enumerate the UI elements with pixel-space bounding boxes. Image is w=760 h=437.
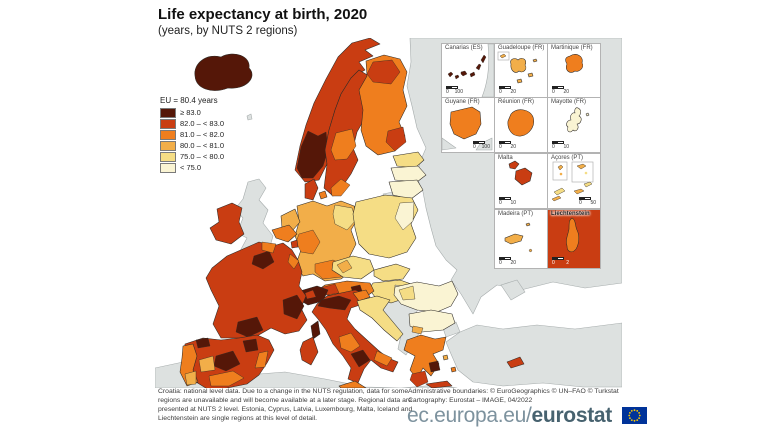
inset-scalebar: 0 20 (552, 86, 569, 95)
inset-malta: Malta 0 10 (494, 153, 548, 209)
inset-label: Martinique (FR) (551, 45, 593, 51)
eu-flag-icon (621, 407, 647, 424)
region-cyprus (506, 356, 525, 369)
inset-guyane: Guyane (FR) 0 100 (441, 97, 495, 153)
inset-map-reunion (507, 109, 534, 137)
legend-label: 80.0 – < 81.0 (180, 141, 224, 150)
inset-map-madeira (504, 222, 533, 253)
inset-label: Madeira (PT) (498, 211, 534, 217)
legend: EU = 80.4 years ≥ 83.0 82.0 – < 83.0 81.… (160, 96, 224, 173)
inset-martinique: Martinique (FR) 0 20 (547, 43, 601, 98)
legend-item: 81.0 – < 82.0 (160, 129, 224, 140)
legend-swatch (160, 107, 176, 118)
region-croatia (356, 295, 404, 342)
inset-label: Açores (PT) (551, 155, 584, 161)
region-slovakia (373, 263, 411, 282)
region-romania (393, 280, 459, 313)
legend-label: < 75.0 (180, 163, 202, 172)
legend-label: 75.0 – < 80.0 (180, 152, 224, 161)
inset-label: Canarias (ES) (445, 45, 483, 51)
region-czechia (331, 255, 375, 280)
eu-flag-stars (627, 409, 641, 422)
eurostat-logo: ec.europa.eu/eurostat (407, 404, 647, 428)
inset-label: Guyane (FR) (445, 99, 480, 105)
legend-item: < 75.0 (160, 162, 224, 173)
region-finland (358, 54, 408, 156)
inset-scalebar: 0 100 (446, 86, 463, 95)
inset-label: Liechtenstein (551, 211, 590, 217)
inset-label: Guadeloupe (FR) (498, 45, 545, 51)
legend-swatch (160, 129, 176, 140)
inset-label: Mayotte (FR) (551, 99, 587, 105)
region-france (205, 241, 321, 340)
europe-map (155, 38, 622, 388)
legend-label: 81.0 – < 82.0 (180, 130, 224, 139)
legend-item: 82.0 – < 83.0 (160, 118, 224, 129)
inset-acores: Açores (PT) 0 50 (547, 153, 601, 209)
inset-map-martinique (565, 54, 584, 73)
region-poland (352, 194, 419, 259)
legend-swatch (160, 162, 176, 173)
footnote-data-note: Croatia: national level data. Due to a c… (158, 388, 413, 423)
inset-scalebar: 0 50 (579, 197, 596, 206)
footnote-boundaries: Administrative boundaries: © EuroGeograp… (408, 388, 619, 395)
region-italy (299, 289, 399, 388)
region-iceland (194, 53, 253, 91)
inset-map-mayotte (566, 107, 590, 133)
legend-swatch (160, 118, 176, 129)
inset-label: Réunion (FR) (498, 99, 535, 105)
region-sweden (323, 69, 373, 197)
region-greece (403, 334, 457, 388)
inset-scalebar: 0 100 (473, 141, 490, 150)
inset-reunion: Réunion (FR) 0 20 (494, 97, 548, 153)
region-portugal (179, 343, 199, 387)
inset-guadeloupe: Guadeloupe (FR) 0 20 (494, 43, 548, 98)
inset-scalebar: 0 10 (499, 197, 516, 206)
map-title: Life expectancy at birth, 2020 (158, 6, 368, 23)
region-bulgaria (408, 309, 456, 335)
region-norway (294, 38, 381, 183)
footnote-credits: Administrative boundaries: © EuroGeograp… (408, 387, 626, 405)
region-denmark (304, 178, 328, 201)
inset-scalebar: 0 20 (499, 141, 516, 150)
legend-swatch (160, 151, 176, 162)
region-ireland (209, 202, 245, 245)
legend-label: 82.0 – < 83.0 (180, 119, 224, 128)
inset-mayotte: Mayotte (FR) 0 10 (547, 97, 601, 153)
footnote-cartography: Cartography: Eurostat – IMAGE, 04/2022 (408, 397, 533, 405)
region-slovenia (352, 289, 371, 302)
inset-scalebar: 0 10 (552, 141, 569, 150)
map-subtitle: (years, by NUTS 2 regions) (158, 25, 298, 37)
inset-madeira: Madeira (PT) 0 20 (494, 209, 548, 269)
legend-item: ≥ 83.0 (160, 107, 224, 118)
legend-item: 75.0 – < 80.0 (160, 151, 224, 162)
inset-label: Malta (498, 155, 513, 161)
logo-brand: eurostat (531, 404, 613, 427)
region-baltics (388, 151, 427, 200)
inset-map-malta (508, 160, 533, 186)
inset-map-guyane (442, 106, 493, 151)
logo-url-prefix: ec.europa.eu/ (407, 404, 532, 427)
legend-swatch (160, 140, 176, 151)
inset-map-acores (551, 161, 594, 202)
inset-map-guadeloupe (497, 51, 538, 84)
region-benelux (271, 208, 301, 249)
inset-scalebar: 0 20 (499, 257, 516, 266)
inset-canarias: Canarias (ES) 0 100 (441, 43, 495, 98)
legend-item: 80.0 – < 81.0 (160, 140, 224, 151)
region-spain (183, 334, 275, 388)
legend-eu-average: EU = 80.4 years (160, 96, 218, 105)
inset-scalebar: 0 20 (499, 86, 516, 95)
legend-label: ≥ 83.0 (180, 108, 201, 117)
inset-map-canarias (447, 44, 494, 97)
